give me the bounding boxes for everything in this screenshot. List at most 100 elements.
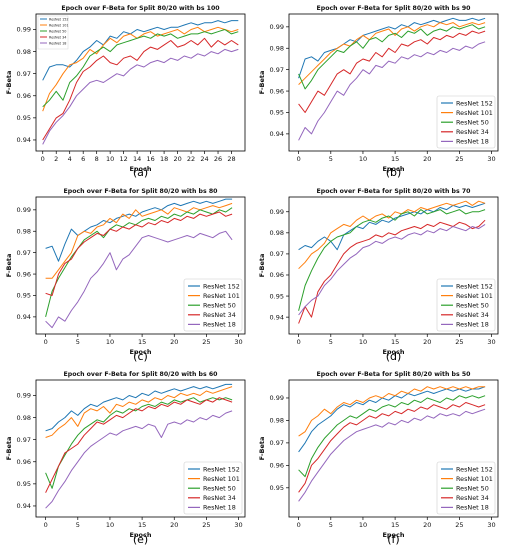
legend-label: ResNet 101 bbox=[203, 475, 240, 483]
y-tick-label: 0.94 bbox=[17, 313, 31, 321]
y-tick-label: 0.95 bbox=[17, 114, 31, 122]
y-tick-label: 0.95 bbox=[270, 109, 284, 117]
series-line-resnet-152 bbox=[298, 17, 486, 79]
legend-label: ResNet 34 bbox=[456, 311, 489, 319]
panel-caption: (f) bbox=[387, 533, 399, 546]
x-tick-label: 30 bbox=[234, 338, 242, 346]
series-line-resnet-50 bbox=[298, 24, 486, 90]
legend-label: ResNet 50 bbox=[456, 119, 489, 127]
legend-label: ResNet 152 bbox=[203, 282, 240, 290]
y-tick-label: 0.96 bbox=[270, 87, 284, 95]
x-tick-label: 0 bbox=[297, 155, 301, 163]
series-line-resnet-152 bbox=[45, 198, 233, 262]
chart-title: Epoch over F-Beta for Split 80/20 with b… bbox=[64, 188, 219, 195]
legend-label: ResNet 101 bbox=[456, 109, 493, 117]
x-tick-label: 5 bbox=[76, 338, 80, 346]
y-tick-label: 0.98 bbox=[17, 227, 31, 235]
y-axis-label: F-Beta bbox=[5, 254, 13, 278]
chart-panel-d: Epoch over F-Beta for Split 80/20 with b… bbox=[258, 188, 499, 363]
series-line-resnet-101 bbox=[298, 200, 486, 270]
x-tick-label: 15 bbox=[138, 521, 146, 529]
x-tick-label: 22 bbox=[187, 155, 195, 163]
legend-label: ResNet 101 bbox=[456, 475, 493, 483]
panel-caption: (a) bbox=[133, 166, 148, 179]
legend-box bbox=[183, 278, 243, 332]
x-tick-label: 5 bbox=[76, 521, 80, 529]
x-tick-label: 30 bbox=[234, 521, 242, 529]
legend-label: ResNet 101 bbox=[49, 23, 69, 27]
y-tick-label: 0.97 bbox=[17, 436, 31, 444]
legend-box bbox=[436, 95, 496, 149]
x-tick-label: 0 bbox=[297, 338, 301, 346]
x-tick-label: 10 bbox=[359, 521, 367, 529]
series-line-resnet-34 bbox=[45, 397, 233, 493]
x-tick-label: 12 bbox=[120, 155, 128, 163]
x-axis-label: Epoch bbox=[129, 165, 151, 173]
x-axis-label: Epoch bbox=[129, 531, 151, 539]
plot-frame bbox=[288, 196, 499, 335]
chart-panel-a: Epoch over F-Beta for Split 80/20 with b… bbox=[5, 5, 246, 179]
chart-title: Epoch over F-Beta for Split 80/20 with b… bbox=[61, 5, 220, 12]
y-tick-label: 0.94 bbox=[17, 136, 31, 144]
series-line-resnet-34 bbox=[45, 211, 233, 296]
series-line-resnet-18 bbox=[45, 410, 233, 509]
legend-box bbox=[436, 461, 496, 515]
legend-label: ResNet 152 bbox=[456, 465, 493, 473]
y-tick-label: 0.98 bbox=[17, 414, 31, 422]
panel-caption: (e) bbox=[133, 533, 148, 546]
y-axis-label: F-Beta bbox=[258, 71, 266, 95]
series-line-resnet-152 bbox=[298, 386, 486, 453]
legend-label: ResNet 18 bbox=[203, 504, 236, 512]
series-line-resnet-18 bbox=[298, 41, 486, 141]
y-tick-label: 0.98 bbox=[270, 417, 284, 425]
x-tick-label: 26 bbox=[214, 155, 222, 163]
chart-panel-e: Epoch over F-Beta for Split 80/20 with b… bbox=[5, 371, 246, 546]
y-tick-label: 0.95 bbox=[270, 484, 284, 492]
y-tick-label: 0.96 bbox=[270, 462, 284, 470]
plot-frame bbox=[35, 379, 246, 518]
x-tick-label: 25 bbox=[455, 155, 463, 163]
legend-label: ResNet 34 bbox=[203, 311, 236, 319]
series-line-resnet-101 bbox=[42, 26, 239, 112]
legend-label: ResNet 18 bbox=[203, 321, 236, 329]
plot-frame bbox=[35, 13, 246, 152]
y-tick-label: 0.99 bbox=[17, 26, 31, 34]
y-tick-label: 0.96 bbox=[17, 458, 31, 466]
y-tick-label: 0.97 bbox=[270, 66, 284, 74]
series-line-resnet-152 bbox=[298, 202, 486, 251]
x-tick-label: 10 bbox=[106, 521, 114, 529]
y-axis-label: F-Beta bbox=[258, 254, 266, 278]
legend-label: ResNet 18 bbox=[456, 138, 489, 146]
y-tick-label: 0.94 bbox=[270, 130, 284, 138]
series-line-resnet-50 bbox=[298, 209, 486, 311]
series-line-resnet-18 bbox=[298, 223, 486, 316]
x-tick-label: 30 bbox=[487, 338, 495, 346]
x-axis-label: Epoch bbox=[129, 348, 151, 356]
plot-frame bbox=[288, 13, 499, 152]
x-tick-label: 15 bbox=[391, 338, 399, 346]
y-tick-label: 0.94 bbox=[270, 313, 284, 321]
x-axis-label: Epoch bbox=[382, 531, 404, 539]
y-tick-label: 0.95 bbox=[17, 480, 31, 488]
x-tick-label: 6 bbox=[81, 155, 85, 163]
x-tick-label: 5 bbox=[329, 155, 333, 163]
x-tick-label: 10 bbox=[106, 155, 114, 163]
x-tick-label: 10 bbox=[359, 338, 367, 346]
y-axis-label: F-Beta bbox=[5, 71, 13, 95]
legend-label: ResNet 101 bbox=[456, 292, 493, 300]
x-tick-label: 16 bbox=[146, 155, 154, 163]
legend-label: ResNet 152 bbox=[49, 17, 69, 21]
legend-label: ResNet 50 bbox=[203, 302, 236, 310]
chart-panel-f: Epoch over F-Beta for Split 80/20 with b… bbox=[258, 371, 499, 546]
y-tick-label: 0.94 bbox=[17, 502, 31, 510]
series-line-resnet-101 bbox=[298, 386, 486, 437]
y-tick-label: 0.99 bbox=[17, 392, 31, 400]
x-tick-label: 10 bbox=[106, 338, 114, 346]
x-tick-label: 20 bbox=[170, 521, 178, 529]
legend-label: ResNet 152 bbox=[203, 465, 240, 473]
series-line-resnet-50 bbox=[45, 397, 233, 489]
y-tick-label: 0.97 bbox=[17, 249, 31, 257]
series-line-resnet-34 bbox=[298, 30, 486, 113]
x-tick-label: 25 bbox=[455, 521, 463, 529]
